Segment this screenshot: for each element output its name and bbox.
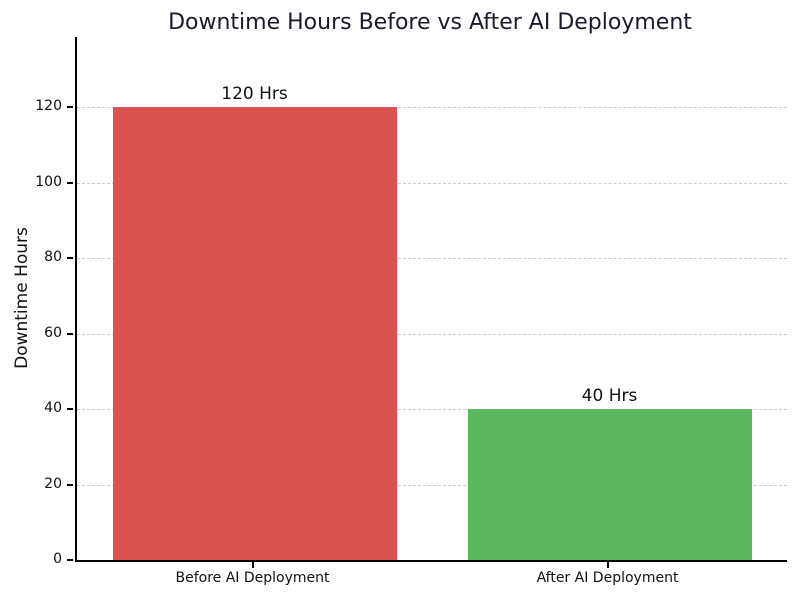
gridline: [77, 182, 787, 184]
y-tick: [67, 483, 73, 486]
x-tick-label: After AI Deployment: [536, 570, 679, 586]
x-tick-label: Before AI Deployment: [175, 570, 330, 586]
bar-value-label: 40 Hrs: [581, 386, 638, 407]
gridline: [77, 258, 787, 260]
chart-title: Downtime Hours Before vs After AI Deploy…: [168, 10, 692, 35]
y-tick: [67, 332, 73, 335]
gridline: [77, 484, 787, 486]
bar-1: [112, 107, 397, 560]
gridline: [77, 333, 787, 335]
y-tick-label: 60: [44, 324, 62, 341]
bar-2: [467, 409, 752, 560]
x-tick: [251, 562, 254, 568]
y-tick: [67, 181, 73, 184]
y-tick-label: 100: [35, 173, 62, 190]
plot-area: 120 Hrs 40 Hrs: [75, 37, 787, 562]
y-tick-label: 0: [53, 551, 62, 567]
y-tick: [67, 559, 73, 561]
y-tick: [67, 257, 73, 260]
y-tick-label: 80: [44, 249, 62, 266]
gridline: [77, 107, 787, 109]
y-tick-label: 120: [35, 98, 62, 115]
y-tick-label: 20: [44, 475, 62, 492]
x-tick: [606, 562, 609, 568]
y-tick: [67, 408, 73, 411]
gridline: [77, 409, 787, 411]
y-tick: [67, 106, 73, 109]
bar-value-label: 120 Hrs: [221, 84, 288, 105]
y-tick-label: 40: [44, 400, 62, 417]
